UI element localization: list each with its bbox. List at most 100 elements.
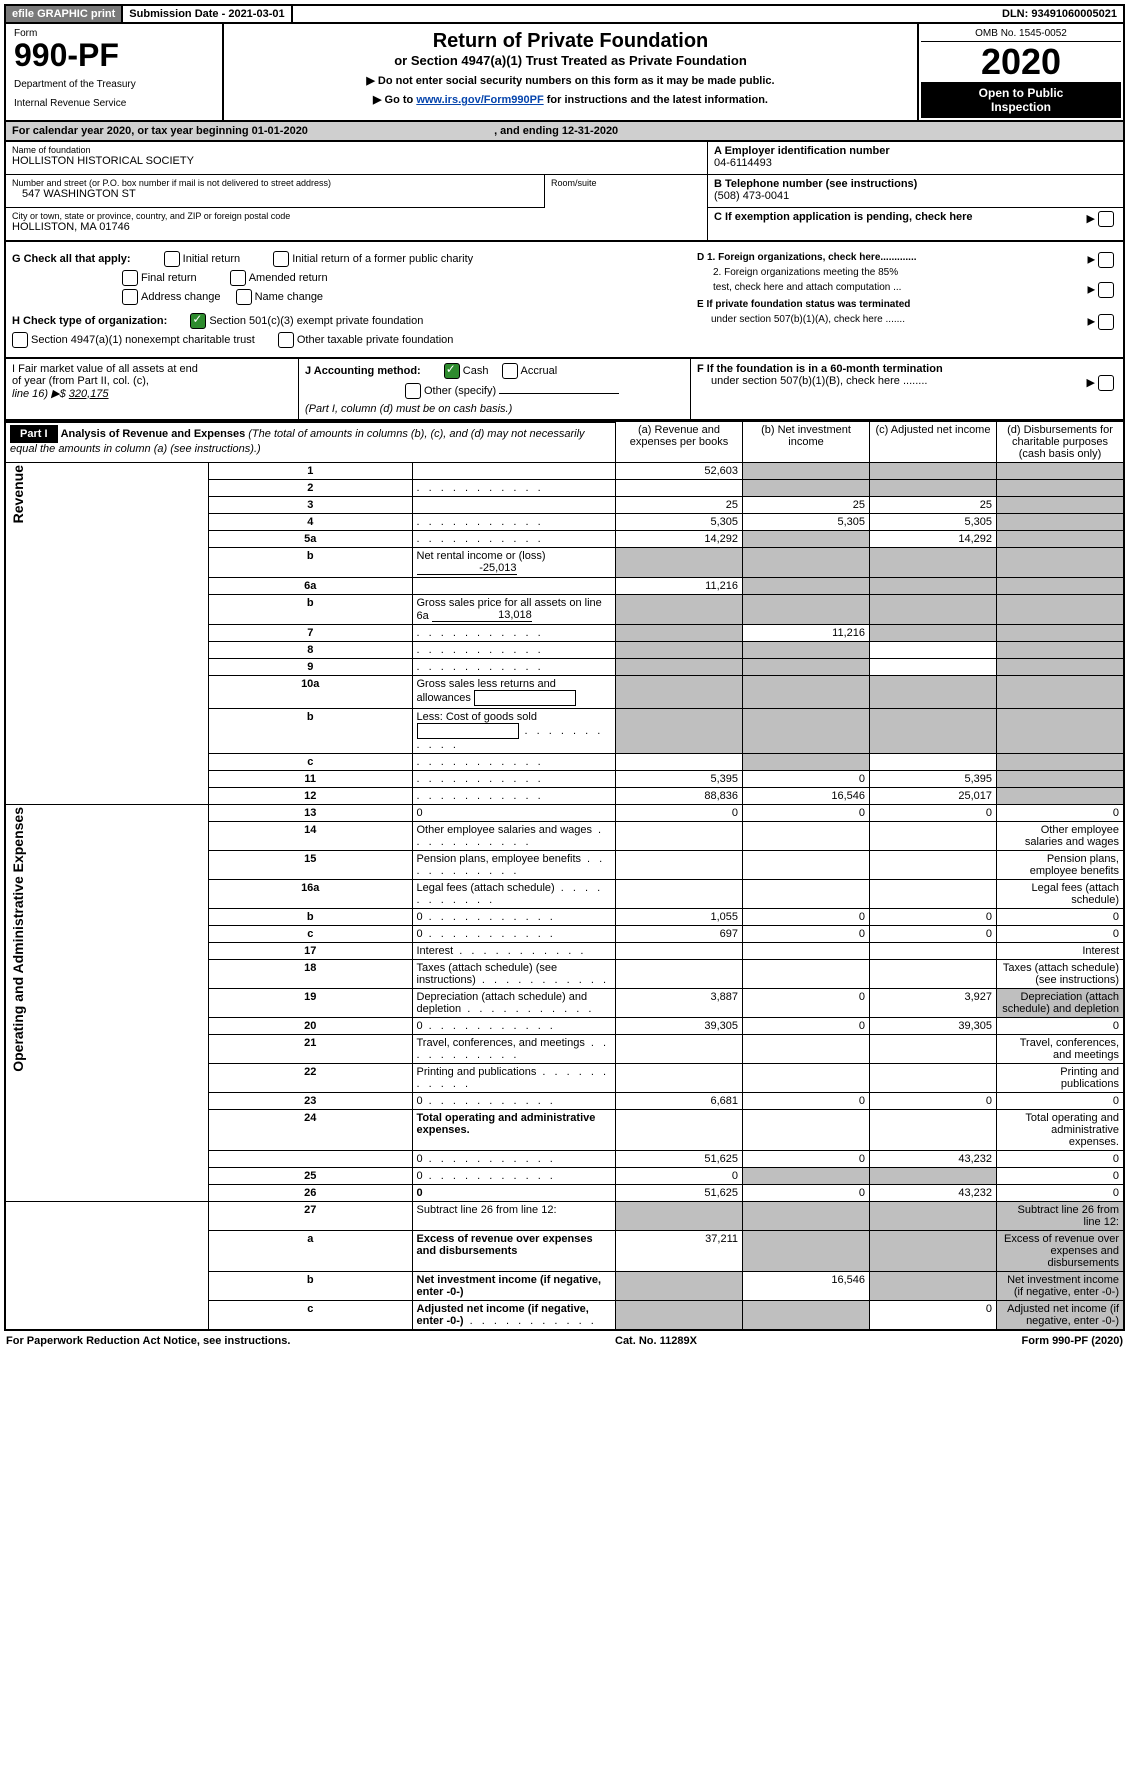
H-label: H Check type of organization: <box>12 315 167 327</box>
table-row: 27Subtract line 26 from line 12:Subtract… <box>5 1202 1124 1231</box>
F2-label: under section 507(b)(1)(B), check here .… <box>711 375 927 387</box>
foundation-name-cell: Name of foundation HOLLISTON HISTORICAL … <box>6 142 707 175</box>
D2a-label: 2. Foreign organizations meeting the 85% <box>713 267 898 278</box>
entity-info-right: A Employer identification number 04-6114… <box>707 142 1123 240</box>
J-label: J Accounting method: <box>305 365 421 377</box>
phone-value: (508) 473-0041 <box>714 190 1117 202</box>
part-I-tag: Part I <box>10 425 58 443</box>
side-spacer <box>5 1202 209 1331</box>
col-b-header: (b) Net investment income <box>743 422 870 463</box>
initial-return-checkbox[interactable] <box>164 251 180 267</box>
address-change-label: Address change <box>141 291 221 303</box>
room-cell: Room/suite <box>545 175 707 208</box>
501c3-checkbox[interactable] <box>190 313 206 329</box>
other-taxable-label: Other taxable private foundation <box>297 334 454 346</box>
efile-print-button[interactable]: efile GRAPHIC print <box>6 6 123 22</box>
part-I-title: Analysis of Revenue and Expenses <box>61 428 249 440</box>
exemption-cell: C If exemption application is pending, c… <box>708 208 1123 240</box>
initial-return-label: Initial return <box>183 253 240 265</box>
accrual-label: Accrual <box>521 365 558 377</box>
warning-ssn: ▶ Do not enter social security numbers o… <box>232 74 909 87</box>
name-change-label: Name change <box>255 291 324 303</box>
col-a-header: (a) Revenue and expenses per books <box>616 422 743 463</box>
accrual-checkbox[interactable] <box>502 363 518 379</box>
final-return-checkbox[interactable] <box>122 270 138 286</box>
cat-number: Cat. No. 11289X <box>615 1335 697 1347</box>
phone-cell: B Telephone number (see instructions) (5… <box>708 175 1123 208</box>
address-change-checkbox[interactable] <box>122 289 138 305</box>
side-label: Operating and Administrative Expenses <box>5 805 209 1202</box>
table-row: Revenue152,603 <box>5 463 1124 480</box>
I-line2: of year (from Part II, col. (c), <box>12 375 292 387</box>
side-label: Revenue <box>5 463 209 805</box>
F-checkbox[interactable] <box>1098 375 1114 391</box>
D2-checkbox[interactable] <box>1098 282 1114 298</box>
entity-info-left: Name of foundation HOLLISTON HISTORICAL … <box>6 142 707 240</box>
tax-year: 2020 <box>921 42 1121 82</box>
entity-info-block: Name of foundation HOLLISTON HISTORICAL … <box>4 142 1125 242</box>
col-d-header: (d) Disbursements for charitable purpose… <box>997 422 1125 463</box>
final-return-label: Final return <box>141 272 197 284</box>
ein-value: 04-6114493 <box>714 157 1117 169</box>
IJF-block: I Fair market value of all assets at end… <box>4 359 1125 421</box>
form-ref: Form 990-PF (2020) <box>1022 1335 1124 1347</box>
ein-cell: A Employer identification number 04-6114… <box>708 142 1123 175</box>
initial-return-former-checkbox[interactable] <box>273 251 289 267</box>
top-bar: efile GRAPHIC print Submission Date - 20… <box>4 4 1125 24</box>
D1-label: D 1. Foreign organizations, check here..… <box>697 252 917 263</box>
check-section-G: G Check all that apply: Initial return I… <box>4 242 1125 359</box>
D2b-label: test, check here and attach computation … <box>713 282 901 293</box>
F-block: F If the foundation is in a 60-month ter… <box>691 359 1123 419</box>
irs-link[interactable]: www.irs.gov/Form990PF <box>416 94 543 106</box>
header-right: OMB No. 1545-0052 2020 Open to PublicIns… <box>917 24 1123 120</box>
dept-treasury: Department of the Treasury <box>14 79 214 90</box>
cash-label: Cash <box>463 365 489 377</box>
I-line1: I Fair market value of all assets at end <box>12 363 292 375</box>
exemption-label: C If exemption application is pending, c… <box>714 211 973 223</box>
part-I-table: Part I Analysis of Revenue and Expenses … <box>4 421 1125 1332</box>
city-state-zip: HOLLISTON, MA 01746 <box>12 221 701 233</box>
ein-label: A Employer identification number <box>714 145 1117 157</box>
I-block: I Fair market value of all assets at end… <box>6 359 299 419</box>
city-label: City or town, state or province, country… <box>12 211 701 221</box>
table-row: Operating and Administrative Expenses130… <box>5 805 1124 822</box>
F1-label: F If the foundation is in a 60-month ter… <box>697 363 943 375</box>
dept-irs: Internal Revenue Service <box>14 98 214 109</box>
J-block: J Accounting method: Cash Accrual Other … <box>299 359 691 419</box>
room-label: Room/suite <box>551 178 701 188</box>
4947-checkbox[interactable] <box>12 332 28 348</box>
phone-label: B Telephone number (see instructions) <box>714 178 1117 190</box>
foundation-name: HOLLISTON HISTORICAL SOCIETY <box>12 155 701 167</box>
street-address: 547 WASHINGTON ST <box>12 188 538 200</box>
amended-return-checkbox[interactable] <box>230 270 246 286</box>
name-label: Name of foundation <box>12 145 701 155</box>
D1-checkbox[interactable] <box>1098 252 1114 268</box>
name-change-checkbox[interactable] <box>236 289 252 305</box>
G-label: G Check all that apply: <box>12 253 131 265</box>
form-subtitle: or Section 4947(a)(1) Trust Treated as P… <box>232 53 909 68</box>
fmv-value: 320,175 <box>69 388 109 400</box>
dln-label: DLN: 93491060005021 <box>996 6 1123 22</box>
cash-checkbox[interactable] <box>444 363 460 379</box>
E-checkbox[interactable] <box>1098 314 1114 330</box>
exemption-checkbox[interactable] <box>1098 211 1114 227</box>
street-cell: Number and street (or P.O. box number if… <box>6 175 545 208</box>
501c3-label: Section 501(c)(3) exempt private foundat… <box>209 315 423 327</box>
header-left: Form 990-PF Department of the Treasury I… <box>6 24 224 120</box>
form-header: Form 990-PF Department of the Treasury I… <box>4 24 1125 122</box>
E1-label: E If private foundation status was termi… <box>697 299 910 310</box>
paperwork-notice: For Paperwork Reduction Act Notice, see … <box>6 1335 290 1347</box>
col-c-header: (c) Adjusted net income <box>870 422 997 463</box>
I-line3: line 16) ▶$ 320,175 <box>12 387 292 400</box>
header-middle: Return of Private Foundation or Section … <box>224 24 917 120</box>
street-label: Number and street (or P.O. box number if… <box>12 178 538 188</box>
initial-return-former-label: Initial return of a former public charit… <box>292 253 473 265</box>
amended-return-label: Amended return <box>249 272 328 284</box>
other-taxable-checkbox[interactable] <box>278 332 294 348</box>
4947-label: Section 4947(a)(1) nonexempt charitable … <box>31 334 255 346</box>
form-title: Return of Private Foundation <box>232 30 909 53</box>
calendar-year-row: For calendar year 2020, or tax year begi… <box>4 122 1125 142</box>
other-method-checkbox[interactable] <box>405 383 421 399</box>
submission-date: Submission Date - 2021-03-01 <box>123 6 292 22</box>
instructions-link-line: ▶ Go to www.irs.gov/Form990PF for instru… <box>232 93 909 106</box>
